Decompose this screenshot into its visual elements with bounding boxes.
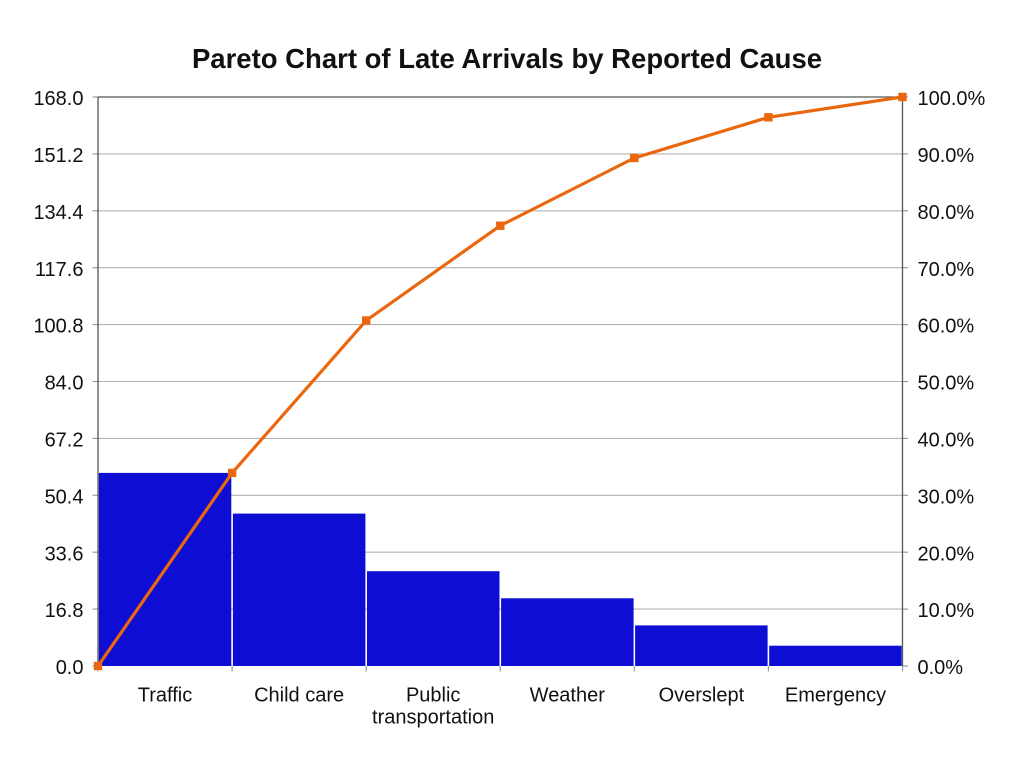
svg-text:30.0%: 30.0% — [918, 486, 975, 508]
svg-text:10.0%: 10.0% — [918, 600, 975, 622]
svg-text:67.2: 67.2 — [45, 430, 84, 452]
svg-text:Public: Public — [406, 685, 460, 707]
svg-text:33.6: 33.6 — [45, 543, 84, 565]
svg-text:Emergency: Emergency — [785, 685, 886, 707]
svg-text:Overslept: Overslept — [659, 685, 745, 707]
svg-text:168.0: 168.0 — [33, 88, 83, 110]
svg-text:40.0%: 40.0% — [918, 430, 975, 452]
svg-text:100.0%: 100.0% — [918, 88, 986, 110]
svg-text:151.2: 151.2 — [33, 145, 83, 167]
svg-text:Child care: Child care — [254, 685, 344, 707]
svg-text:20.0%: 20.0% — [918, 543, 975, 565]
svg-text:50.4: 50.4 — [45, 486, 84, 508]
svg-text:0.0%: 0.0% — [918, 657, 964, 679]
svg-text:84.0: 84.0 — [45, 373, 84, 395]
svg-text:16.8: 16.8 — [45, 600, 84, 622]
svg-text:134.4: 134.4 — [33, 202, 83, 224]
svg-text:Pareto Chart of Late Arrivals: Pareto Chart of Late Arrivals by Reporte… — [192, 43, 822, 74]
svg-text:Traffic: Traffic — [138, 685, 192, 707]
svg-text:Weather: Weather — [530, 685, 606, 707]
svg-text:70.0%: 70.0% — [918, 259, 975, 281]
svg-text:transportation: transportation — [372, 707, 494, 729]
svg-text:80.0%: 80.0% — [918, 202, 975, 224]
svg-text:90.0%: 90.0% — [918, 145, 975, 167]
svg-text:50.0%: 50.0% — [918, 373, 975, 395]
svg-text:60.0%: 60.0% — [918, 316, 975, 338]
svg-text:0.0: 0.0 — [56, 657, 84, 679]
svg-text:117.6: 117.6 — [35, 259, 84, 281]
svg-text:100.8: 100.8 — [33, 316, 83, 338]
